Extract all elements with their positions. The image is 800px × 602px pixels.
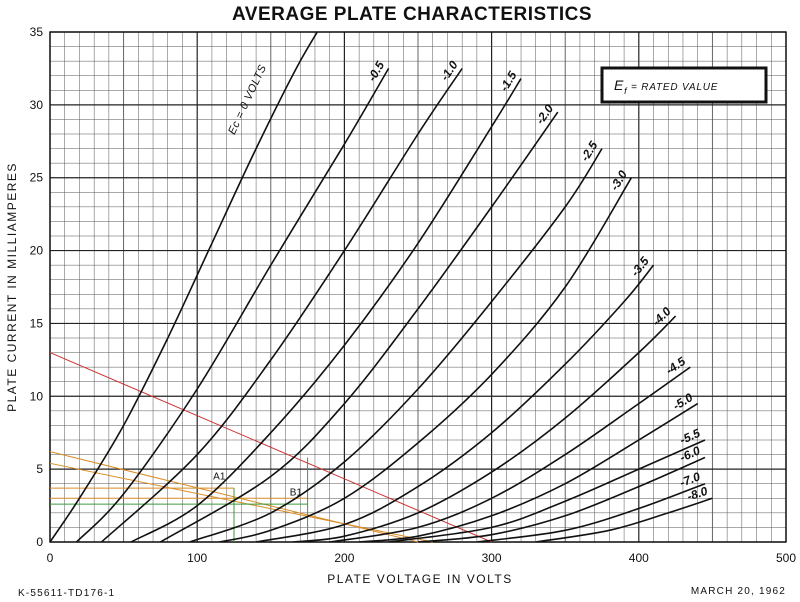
x-tick-label: 100 <box>187 551 207 565</box>
plate-curve <box>159 111 559 542</box>
grid <box>49 31 787 543</box>
x-tick-label: 300 <box>482 551 502 565</box>
y-axis-title: PLATE CURRENT IN MILLIAMPERES <box>5 162 19 412</box>
rated-value-main: E <box>614 77 624 93</box>
rated-value-box-frame <box>600 66 768 104</box>
chart-title: AVERAGE PLATE CHARACTERISTICS <box>232 4 592 25</box>
load-line <box>49 462 433 543</box>
x-tick-label: 400 <box>629 551 649 565</box>
plate-curve <box>329 366 691 542</box>
curve-label: -4.0 <box>649 304 674 329</box>
curve-label: -1.0 <box>438 58 461 83</box>
rated-value-box: Ef = RATED VALUE <box>600 66 768 104</box>
y-tick-label: 10 <box>30 389 44 403</box>
operating-point-label: A1 <box>213 471 226 482</box>
plate-curve <box>50 32 319 542</box>
plate-curves <box>50 32 713 542</box>
x-tick-label: 200 <box>334 551 354 565</box>
y-tick-label: 30 <box>30 98 44 112</box>
y-tick-label: 25 <box>30 171 44 185</box>
curve-label: -1.5 <box>497 69 520 94</box>
footer-date: MARCH 20, 1962 <box>691 586 786 597</box>
curve-label: -3.0 <box>607 168 630 193</box>
plate-curve <box>292 315 677 542</box>
footer-code: K-55611-TD176-1 <box>18 588 115 599</box>
plate-curve <box>219 177 633 542</box>
y-tick-label: 20 <box>30 244 44 258</box>
plate-curve <box>388 439 706 542</box>
y-tick-label: 15 <box>30 316 44 330</box>
x-tick-label: 500 <box>776 551 796 565</box>
rated-value-rest: = RATED VALUE <box>627 82 718 93</box>
curve-label: -2.5 <box>578 138 601 163</box>
curve-label: -5.0 <box>670 390 695 413</box>
x-tick-label: 0 <box>47 551 54 565</box>
plate-curve <box>100 67 463 542</box>
plate-curve <box>535 497 713 542</box>
curve-label: -8.0 <box>685 484 709 504</box>
curve-label: -3.5 <box>628 254 652 279</box>
curve-label: -5.5 <box>678 426 703 447</box>
curve-label: Ec = 0 VOLTS <box>226 63 269 137</box>
curve-label: -6.0 <box>678 443 703 464</box>
load-line <box>49 352 492 543</box>
operating-point-label: B1 <box>290 487 303 498</box>
curve-labels: Ec = 0 VOLTS -0.5 -1.0 -1.5-2.0-2.5-3.0-3.5… <box>226 58 709 504</box>
y-tick-label: 5 <box>36 462 43 476</box>
plate-curve <box>359 402 699 542</box>
plate-curve <box>255 264 655 542</box>
plate-curve <box>417 456 706 542</box>
plate-curve <box>130 78 522 542</box>
rated-value-sub: f <box>624 86 628 96</box>
x-axis-title: PLATE VOLTAGE IN VOLTS <box>327 572 512 586</box>
axis-ticks: 0 100 200 300 400 500 0 5 10 15 20 25 30 35 <box>30 25 797 565</box>
y-tick-label: 35 <box>30 25 44 39</box>
curve-label: -0.5 <box>365 59 388 84</box>
operating-points: A1 B1 <box>213 471 302 498</box>
y-tick-label: 0 <box>36 535 43 549</box>
plate-curve <box>75 67 390 542</box>
curve-label: -4.5 <box>663 354 688 378</box>
curve-label: -7.0 <box>678 469 703 489</box>
load-lines <box>49 352 492 543</box>
plate-curve <box>189 148 603 542</box>
rated-value-text: Ef = RATED VALUE <box>614 77 718 96</box>
plate-curve <box>476 482 706 542</box>
